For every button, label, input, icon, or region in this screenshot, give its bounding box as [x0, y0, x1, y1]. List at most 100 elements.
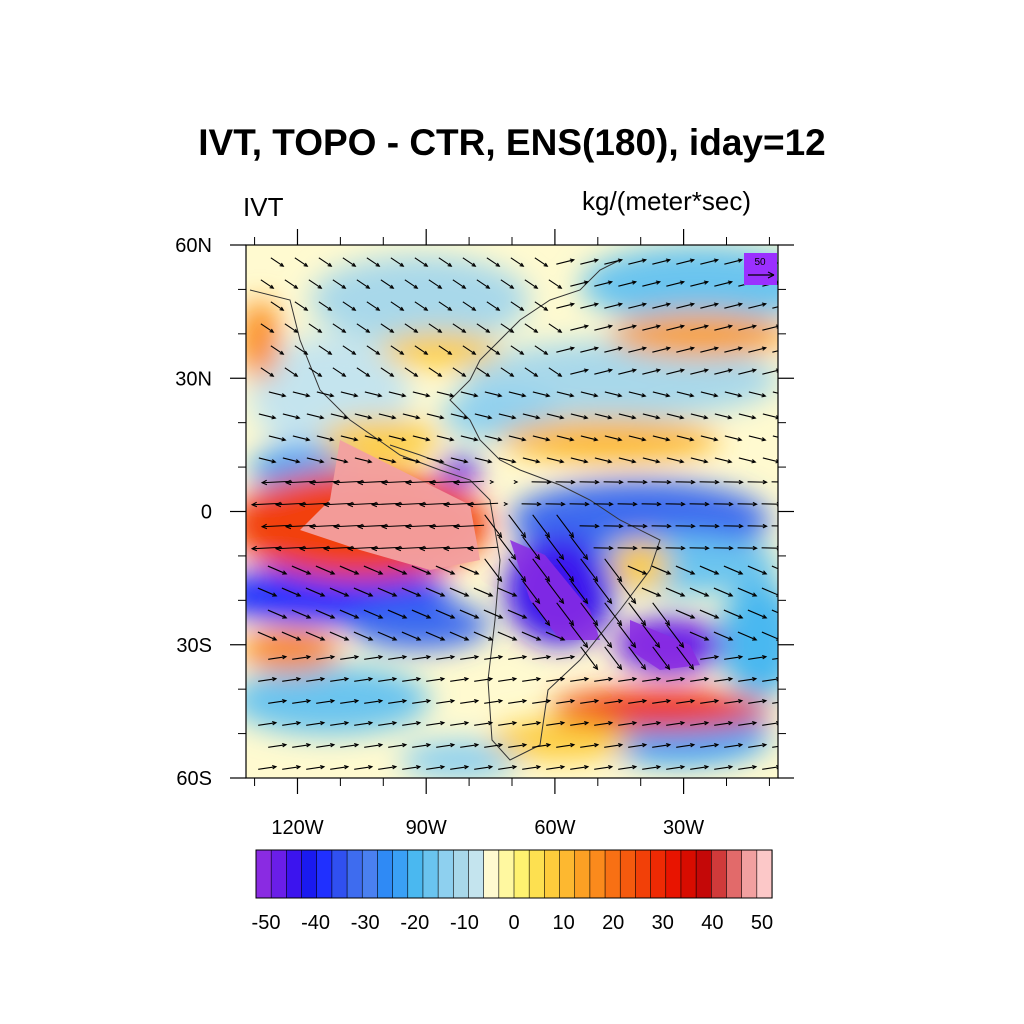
- wind-vector-head: [426, 614, 432, 619]
- wind-vector-head: [368, 636, 374, 641]
- wind-vector-head: [512, 676, 518, 682]
- wind-vector-head: [690, 570, 696, 575]
- wind-vector-head: [727, 368, 734, 373]
- wind-vector: [300, 502, 331, 506]
- wind-vector: [532, 602, 550, 626]
- wind-vector-head: [296, 764, 302, 770]
- x-tick-label: 60W: [534, 817, 575, 839]
- wind-vector-head: [533, 328, 539, 333]
- wind-vector: [724, 435, 742, 441]
- wind-vector: [330, 722, 349, 726]
- wind-vector-head: [250, 545, 258, 552]
- wind-vector-head: [544, 532, 551, 539]
- wind-vector-head: [522, 742, 528, 748]
- wind-vector: [532, 435, 550, 441]
- wind-vector: [486, 257, 500, 267]
- wind-vector: [412, 700, 431, 704]
- wind-vector: [556, 558, 574, 582]
- wind-vector-head: [450, 570, 456, 575]
- wind-vector-head: [330, 698, 336, 704]
- wind-vector-head: [272, 592, 278, 597]
- wind-vector-head: [737, 393, 743, 398]
- wind-vector-head: [440, 636, 446, 641]
- wind-vector-head: [607, 280, 614, 285]
- wind-vector: [377, 631, 397, 641]
- wind-vector: [714, 766, 733, 770]
- wind-vector: [594, 413, 612, 419]
- wind-vector: [570, 369, 588, 375]
- wind-vector-head: [260, 523, 268, 530]
- wind-vector: [459, 609, 479, 619]
- wind-vector: [580, 303, 598, 309]
- wind-vector: [305, 587, 325, 597]
- wind-vector-head: [762, 742, 768, 748]
- wind-vector: [364, 744, 383, 748]
- wind-vector: [258, 722, 277, 726]
- wind-vector-head: [632, 545, 638, 551]
- wind-vector-head: [449, 437, 455, 442]
- wind-vector-head: [713, 346, 720, 351]
- wind-vector: [315, 565, 335, 575]
- wind-vector: [452, 323, 466, 333]
- wind-vector-head: [714, 742, 720, 748]
- wind-vector-head: [618, 479, 624, 485]
- wind-vector-head: [751, 459, 757, 464]
- wind-vector: [330, 457, 348, 463]
- wind-vector-head: [641, 302, 648, 307]
- wind-vector-head: [545, 437, 551, 442]
- wind-vector-head: [569, 437, 575, 442]
- wind-vector: [690, 457, 708, 463]
- wind-vector: [524, 367, 538, 377]
- wind-vector: [378, 722, 397, 726]
- wind-vector: [748, 656, 767, 660]
- wind-vector-head: [402, 570, 408, 575]
- wind-vector: [460, 656, 479, 660]
- wind-vector-head: [474, 614, 480, 619]
- wind-vector: [771, 609, 778, 614]
- wind-vector-head: [392, 636, 398, 641]
- wind-vector-head: [738, 742, 744, 748]
- wind-vector: [404, 367, 418, 377]
- reference-vector: 50: [744, 253, 777, 285]
- wind-vector-head: [666, 698, 672, 704]
- wind-vector: [534, 257, 548, 267]
- wind-vector: [652, 646, 670, 670]
- wind-vector: [532, 514, 550, 538]
- wind-vector: [570, 457, 588, 463]
- wind-vector-head: [536, 676, 542, 682]
- wind-vector: [522, 722, 541, 726]
- wind-vector: [737, 587, 757, 597]
- wind-vector: [401, 631, 421, 641]
- wind-vector: [356, 323, 370, 333]
- wind-vector-head: [607, 324, 614, 329]
- wind-vector: [762, 413, 778, 419]
- wind-vector-head: [608, 501, 614, 507]
- wind-vector: [428, 279, 442, 289]
- wind-vector: [436, 656, 455, 660]
- wind-vector: [700, 347, 718, 353]
- wind-vector: [604, 435, 622, 441]
- wind-vector-head: [679, 415, 685, 420]
- wind-vector: [508, 514, 526, 538]
- wind-vector: [476, 323, 490, 333]
- wind-vector-head: [616, 576, 623, 583]
- wind-vector: [354, 457, 372, 463]
- wind-vector: [380, 367, 394, 377]
- wind-vector-head: [354, 742, 360, 748]
- wind-vector: [260, 279, 274, 289]
- wind-vector: [476, 279, 490, 289]
- wind-vector-head: [495, 262, 501, 267]
- wind-vector-head: [689, 258, 696, 263]
- wind-vector: [282, 722, 301, 726]
- wind-vector: [426, 722, 445, 726]
- wind-vector: [532, 656, 551, 660]
- wind-vector: [556, 259, 574, 265]
- wind-vector-head: [425, 393, 431, 398]
- wind-vector-head: [378, 570, 384, 575]
- colorbar-swatch: [422, 849, 439, 899]
- wind-vector-head: [737, 437, 743, 442]
- wind-vector: [425, 631, 445, 641]
- wind-vector: [353, 631, 373, 641]
- wind-vector: [450, 722, 469, 726]
- wind-vector-head: [584, 676, 590, 682]
